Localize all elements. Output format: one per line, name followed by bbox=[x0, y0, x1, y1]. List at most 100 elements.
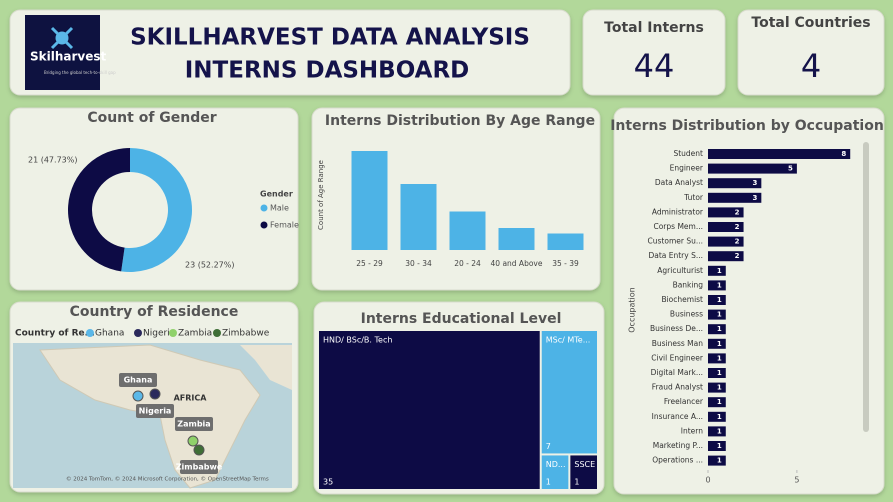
y-tick-label: Corps Mem... bbox=[653, 222, 703, 231]
bar bbox=[708, 397, 726, 408]
data-label: 1 bbox=[717, 296, 722, 304]
y-tick-label: Tutor bbox=[683, 193, 704, 202]
panel-title: Count of Gender bbox=[87, 110, 216, 126]
data-label: 1 bbox=[717, 413, 722, 421]
treemap-tile bbox=[570, 455, 597, 489]
bar bbox=[708, 163, 797, 174]
y-tick-label: Data Entry S... bbox=[648, 251, 703, 260]
x-tick-label: 20 - 24 bbox=[454, 259, 481, 268]
bar bbox=[708, 411, 726, 422]
y-tick-label: Business bbox=[670, 310, 703, 319]
data-label: 1 bbox=[717, 442, 722, 450]
bar bbox=[708, 222, 744, 232]
y-tick-label: Administrator bbox=[652, 207, 704, 216]
x-tick-label: 35 - 39 bbox=[552, 259, 579, 268]
y-axis-label: Occupation bbox=[628, 287, 637, 332]
panel-title: Country of Residence bbox=[70, 304, 239, 320]
bar bbox=[708, 368, 726, 378]
bar bbox=[498, 228, 535, 250]
logo-text: Skilharvest bbox=[30, 50, 107, 64]
bar bbox=[708, 338, 726, 349]
map-label: Nigeria bbox=[139, 407, 172, 416]
card-panel bbox=[582, 9, 726, 96]
data-label: 21 (47.73%) bbox=[28, 156, 77, 165]
map-label-box bbox=[136, 404, 174, 418]
legend-item: Female bbox=[270, 221, 299, 230]
y-tick-label: Intern bbox=[681, 426, 703, 435]
map-attribution: © 2024 TomTom, © 2024 Microsoft Corporat… bbox=[66, 476, 269, 483]
panel-title: Interns Educational Level bbox=[361, 311, 562, 327]
scrollbar[interactable] bbox=[863, 142, 869, 432]
data-label: 2 bbox=[735, 223, 740, 231]
y-tick-label: Business Man bbox=[652, 339, 704, 348]
card-label: Total Interns bbox=[604, 20, 704, 36]
y-tick-label: Insurance A... bbox=[652, 412, 703, 421]
legend-item: Zambia bbox=[178, 329, 212, 339]
tile-label: MSc/ MTe... bbox=[546, 336, 591, 345]
card-value: 44 bbox=[634, 47, 675, 85]
map-point bbox=[132, 390, 144, 402]
x-tick-label: 40 and Above bbox=[491, 259, 543, 268]
tile-value: 7 bbox=[546, 442, 551, 451]
data-label: 2 bbox=[735, 252, 740, 260]
x-tick-label: 25 - 29 bbox=[356, 259, 383, 268]
y-tick-label: Business De... bbox=[650, 324, 703, 333]
map-point bbox=[193, 444, 205, 456]
card-label: Total Countries bbox=[751, 15, 870, 31]
bar bbox=[708, 236, 744, 247]
map-label: Ghana bbox=[124, 376, 153, 385]
tile-value: 35 bbox=[323, 478, 333, 487]
bar bbox=[351, 151, 388, 250]
data-label: 1 bbox=[717, 384, 722, 392]
logo-tagline: Bridging the global tech-to-skill gap bbox=[44, 70, 116, 75]
data-label: 1 bbox=[717, 340, 722, 348]
legend-title: Country of Re... bbox=[15, 329, 95, 339]
bar bbox=[708, 192, 762, 203]
data-label: 23 (52.27%) bbox=[185, 261, 234, 270]
bar bbox=[708, 309, 726, 320]
legend-item: Ghana bbox=[95, 329, 124, 339]
bar bbox=[708, 353, 726, 364]
bar bbox=[708, 207, 744, 218]
legend-item: Zimbabwe bbox=[222, 329, 270, 339]
data-label: 1 bbox=[717, 354, 722, 362]
donut-slice bbox=[68, 148, 130, 272]
legend-item: Nigeria bbox=[143, 329, 175, 339]
bar bbox=[708, 455, 726, 466]
bar bbox=[708, 441, 726, 451]
tile-value: 1 bbox=[546, 478, 551, 487]
card-panel bbox=[737, 9, 885, 96]
x-tick-label: 0 bbox=[705, 476, 710, 485]
tile-label: SSCE bbox=[574, 460, 595, 469]
treemap-tile bbox=[541, 455, 569, 489]
data-label: 1 bbox=[717, 325, 722, 333]
legend-marker bbox=[213, 329, 221, 337]
x-tick-label: 5 bbox=[794, 476, 799, 485]
data-label: 5 bbox=[788, 165, 793, 173]
card-value: 4 bbox=[801, 47, 821, 85]
data-label: 1 bbox=[717, 457, 722, 465]
y-tick-label: Biochemist bbox=[661, 295, 703, 304]
y-tick-label: Freelancer bbox=[664, 397, 704, 406]
bar bbox=[708, 280, 726, 291]
map-land bbox=[240, 345, 292, 390]
map-point bbox=[149, 388, 161, 400]
tile-value: 1 bbox=[574, 478, 579, 487]
bar bbox=[708, 426, 726, 437]
bar bbox=[708, 295, 726, 305]
bar bbox=[547, 233, 584, 250]
bar bbox=[449, 211, 486, 250]
legend-marker bbox=[169, 329, 177, 337]
y-tick-label: Civil Engineer bbox=[651, 353, 704, 362]
tile-label: ND... bbox=[546, 460, 566, 469]
y-tick-label: Agriculturist bbox=[657, 266, 703, 275]
y-tick-label: Operations ... bbox=[652, 456, 703, 465]
data-label: 1 bbox=[717, 267, 722, 275]
data-label: 1 bbox=[717, 398, 722, 406]
y-tick-label: Customer Su... bbox=[648, 237, 703, 246]
bar bbox=[708, 265, 726, 276]
y-tick-label: Data Analyst bbox=[655, 178, 703, 187]
region-label: AFRICA bbox=[174, 394, 208, 403]
